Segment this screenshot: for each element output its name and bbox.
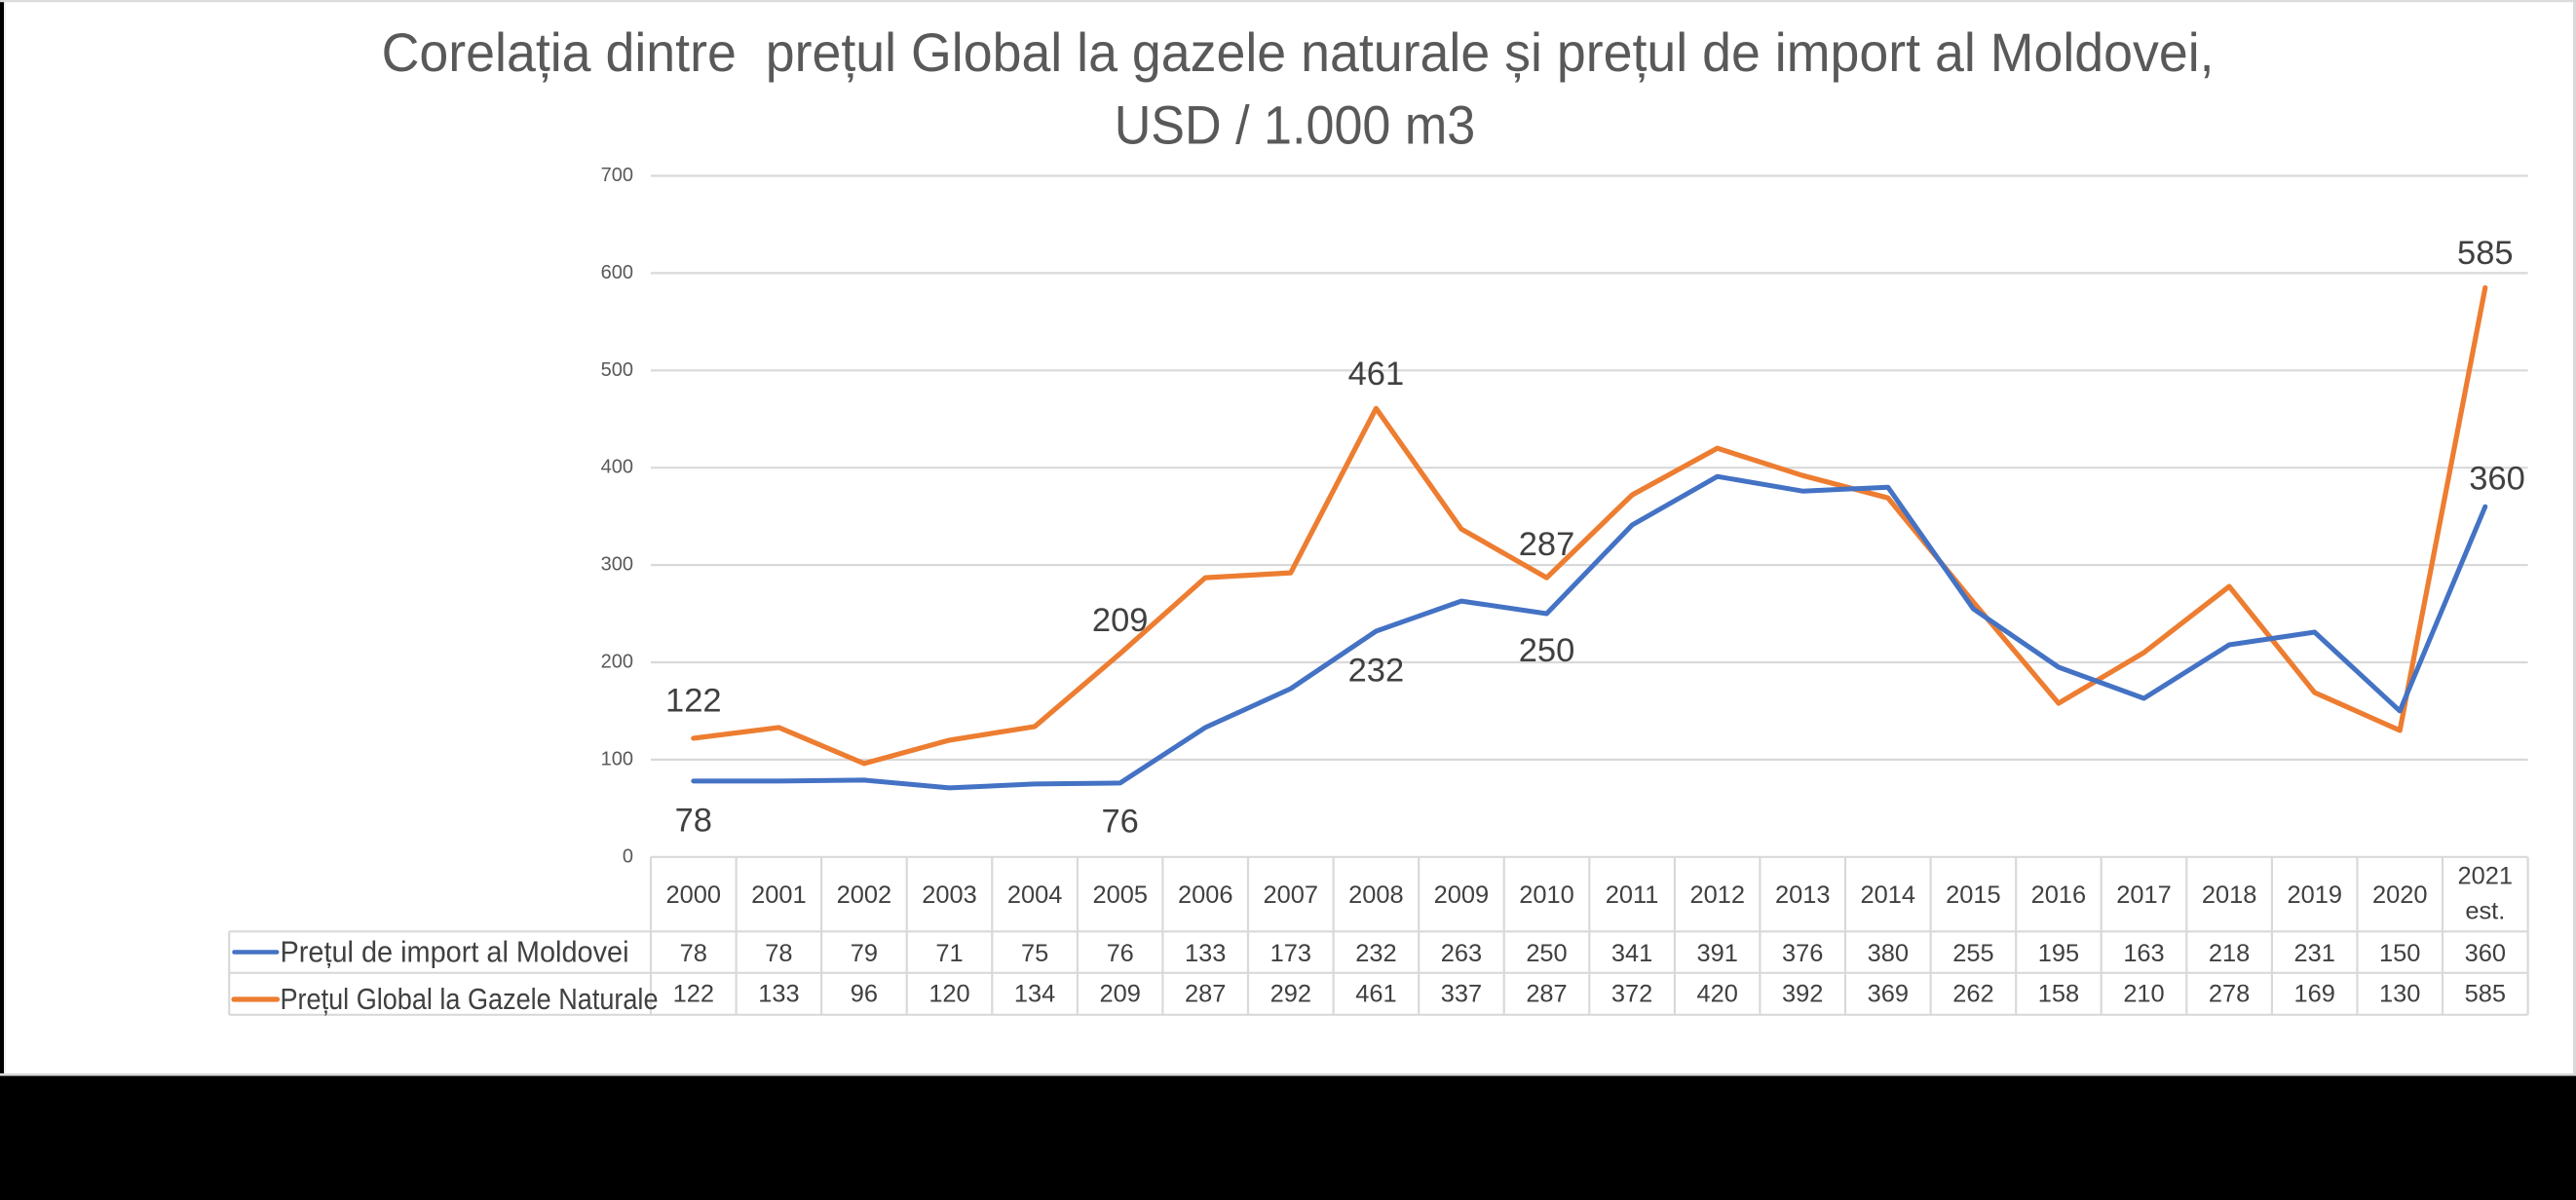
svg-text:2016: 2016 (2031, 881, 2086, 909)
svg-text:250: 250 (1526, 940, 1567, 967)
svg-text:2020: 2020 (2372, 881, 2427, 909)
svg-text:122: 122 (673, 980, 714, 1007)
svg-text:150: 150 (2379, 940, 2420, 967)
svg-text:287: 287 (1519, 526, 1575, 563)
svg-text:2008: 2008 (1348, 881, 1403, 909)
svg-text:461: 461 (1355, 980, 1396, 1007)
svg-text:2004: 2004 (1007, 881, 1062, 909)
svg-text:292: 292 (1270, 980, 1311, 1007)
svg-text:392: 392 (1782, 980, 1823, 1007)
svg-text:337: 337 (1441, 980, 1482, 1007)
svg-text:287: 287 (1526, 980, 1567, 1007)
svg-text:209: 209 (1100, 980, 1141, 1007)
svg-text:133: 133 (758, 980, 799, 1007)
svg-text:420: 420 (1697, 980, 1738, 1007)
svg-text:500: 500 (601, 359, 633, 381)
svg-text:76: 76 (1102, 804, 1139, 841)
svg-text:Corelația dintre prețul Globa: Corelația dintre prețul Global la gazele… (382, 21, 2215, 83)
svg-text:209: 209 (1092, 602, 1149, 639)
svg-text:372: 372 (1611, 980, 1652, 1007)
svg-text:287: 287 (1185, 980, 1226, 1007)
svg-text:2014: 2014 (1861, 881, 1915, 909)
svg-text:2006: 2006 (1178, 881, 1232, 909)
svg-text:100: 100 (601, 748, 633, 769)
svg-text:71: 71 (935, 940, 963, 967)
svg-text:130: 130 (2379, 980, 2420, 1007)
svg-text:585: 585 (2457, 235, 2514, 272)
svg-text:391: 391 (1697, 940, 1738, 967)
svg-text:2013: 2013 (1775, 881, 1830, 909)
svg-text:2018: 2018 (2202, 881, 2256, 909)
svg-text:169: 169 (2294, 980, 2335, 1007)
svg-text:173: 173 (1270, 940, 1311, 967)
svg-text:461: 461 (1348, 356, 1405, 393)
svg-text:2001: 2001 (751, 881, 806, 909)
svg-text:232: 232 (1348, 653, 1405, 690)
svg-text:79: 79 (851, 940, 878, 967)
svg-text:2002: 2002 (837, 881, 891, 909)
svg-text:122: 122 (665, 683, 722, 720)
svg-text:2010: 2010 (1519, 881, 1573, 909)
svg-text:250: 250 (1519, 632, 1575, 669)
svg-text:2003: 2003 (922, 881, 976, 909)
svg-text:278: 278 (2209, 980, 2250, 1007)
svg-text:2005: 2005 (1092, 881, 1147, 909)
svg-text:341: 341 (1611, 940, 1652, 967)
svg-text:400: 400 (601, 457, 633, 478)
svg-text:76: 76 (1107, 940, 1134, 967)
svg-text:255: 255 (1952, 940, 1993, 967)
svg-text:232: 232 (1355, 940, 1396, 967)
svg-text:Prețul Global la Gazele Natura: Prețul Global la Gazele Naturale (281, 983, 659, 1016)
svg-text:est.: est. (2465, 898, 2505, 925)
svg-text:376: 376 (1782, 940, 1823, 967)
svg-text:78: 78 (765, 940, 792, 967)
svg-text:2015: 2015 (1946, 881, 2000, 909)
svg-text:218: 218 (2209, 940, 2250, 967)
svg-text:2021: 2021 (2458, 863, 2513, 890)
svg-text:200: 200 (601, 652, 633, 673)
svg-text:195: 195 (2038, 940, 2079, 967)
svg-text:158: 158 (2038, 980, 2079, 1007)
svg-text:300: 300 (601, 554, 633, 576)
svg-text:134: 134 (1014, 980, 1055, 1007)
svg-text:2012: 2012 (1689, 881, 1744, 909)
svg-text:380: 380 (1868, 940, 1909, 967)
svg-text:78: 78 (680, 940, 707, 967)
svg-text:120: 120 (928, 980, 969, 1007)
svg-text:2011: 2011 (1606, 881, 1659, 909)
svg-text:2007: 2007 (1264, 881, 1318, 909)
svg-text:360: 360 (2465, 940, 2506, 967)
svg-text:369: 369 (1868, 980, 1909, 1007)
svg-text:2009: 2009 (1434, 881, 1489, 909)
svg-text:700: 700 (601, 165, 633, 186)
svg-text:360: 360 (2469, 461, 2525, 498)
svg-text:Prețul de import al Moldovei: Prețul de import al Moldovei (281, 936, 629, 969)
svg-text:585: 585 (2465, 980, 2506, 1007)
svg-text:263: 263 (1441, 940, 1482, 967)
svg-text:2017: 2017 (2116, 881, 2171, 909)
svg-text:210: 210 (2123, 980, 2164, 1007)
svg-text:231: 231 (2294, 940, 2335, 967)
svg-text:0: 0 (623, 845, 633, 867)
svg-text:133: 133 (1185, 940, 1226, 967)
svg-text:163: 163 (2123, 940, 2164, 967)
svg-text:2019: 2019 (2287, 881, 2341, 909)
svg-text:78: 78 (675, 803, 712, 840)
svg-text:96: 96 (851, 980, 878, 1007)
svg-text:2000: 2000 (666, 881, 721, 909)
svg-text:USD / 1.000 m3: USD / 1.000 m3 (1115, 94, 1476, 156)
svg-text:262: 262 (1952, 980, 1993, 1007)
svg-text:600: 600 (601, 262, 633, 283)
svg-text:75: 75 (1021, 940, 1048, 967)
